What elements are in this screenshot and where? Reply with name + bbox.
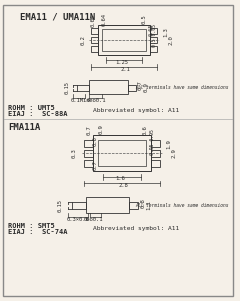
Text: EIAJ :  SC-88A: EIAJ : SC-88A	[8, 110, 67, 116]
Bar	[150, 46, 157, 51]
Text: 0.7: 0.7	[137, 80, 142, 90]
Bar	[72, 202, 86, 209]
Text: 0.64: 0.64	[91, 14, 96, 26]
Text: 2.0: 2.0	[169, 35, 174, 45]
Bar	[150, 160, 160, 167]
Bar	[77, 85, 89, 91]
Bar	[84, 140, 94, 147]
Bar	[94, 135, 150, 171]
Bar	[102, 29, 146, 51]
Bar	[86, 197, 129, 213]
Text: 0eo0.1: 0eo0.1	[84, 217, 103, 222]
Text: 0.9: 0.9	[99, 125, 104, 134]
Text: FMA11A: FMA11A	[8, 123, 40, 132]
Text: 0.2: 0.2	[80, 35, 85, 45]
Text: 0.3×0.6: 0.3×0.6	[66, 217, 89, 222]
Text: 0.6: 0.6	[93, 137, 98, 147]
Text: 0eo0.1: 0eo0.1	[87, 98, 106, 103]
Text: EMA11 / UMA11N: EMA11 / UMA11N	[20, 12, 95, 21]
Text: Abbreviated symbol: A11: Abbreviated symbol: A11	[94, 108, 180, 113]
Text: 0.3: 0.3	[71, 148, 76, 158]
Text: 1.9: 1.9	[166, 139, 171, 149]
Text: 0.6: 0.6	[142, 126, 147, 135]
Bar	[90, 37, 98, 43]
Bar	[150, 28, 157, 34]
Text: ROHM : UMT5: ROHM : UMT5	[8, 105, 55, 111]
Text: EIAJ :  SC-74A: EIAJ : SC-74A	[8, 229, 67, 235]
Bar	[129, 202, 138, 209]
Text: 0.7: 0.7	[87, 126, 92, 135]
Text: 0.65: 0.65	[149, 23, 154, 36]
Bar	[90, 28, 98, 34]
Text: All terminals have same dimensions: All terminals have same dimensions	[135, 203, 229, 208]
Text: 2.8: 2.8	[118, 183, 128, 188]
Text: 0.1Min: 0.1Min	[71, 98, 90, 103]
Bar	[84, 160, 94, 167]
Text: All terminals have same dimensions: All terminals have same dimensions	[135, 85, 229, 89]
Text: 0.15: 0.15	[58, 199, 63, 212]
Text: 0.5 0.65: 0.5 0.65	[152, 24, 157, 47]
Text: 2.1: 2.1	[120, 67, 130, 72]
Text: 1.3: 1.3	[163, 27, 168, 37]
Bar	[150, 37, 157, 43]
Bar	[98, 25, 150, 54]
Bar	[98, 140, 146, 166]
Bar	[90, 46, 98, 51]
Text: 2.9: 2.9	[172, 148, 177, 158]
Text: 0.95 0.95: 0.95 0.95	[150, 129, 155, 155]
Text: 1.25: 1.25	[115, 60, 129, 65]
Text: 0.8: 0.8	[140, 198, 145, 208]
Bar	[150, 140, 160, 147]
Bar	[84, 150, 94, 157]
Bar	[128, 85, 136, 91]
Text: 0.15: 0.15	[64, 81, 69, 94]
Text: 0.5: 0.5	[141, 14, 146, 24]
Text: Abbreviated symbol: A11: Abbreviated symbol: A11	[94, 226, 180, 231]
Text: 1.1: 1.1	[146, 200, 151, 210]
Bar	[150, 150, 160, 157]
Bar	[89, 80, 128, 94]
Text: 1.6: 1.6	[115, 176, 125, 181]
Text: 0.9: 0.9	[143, 82, 148, 92]
Text: 0.7: 0.7	[93, 160, 98, 170]
Text: 0.64: 0.64	[102, 13, 107, 26]
Text: ROHM : SMT5: ROHM : SMT5	[8, 223, 55, 229]
